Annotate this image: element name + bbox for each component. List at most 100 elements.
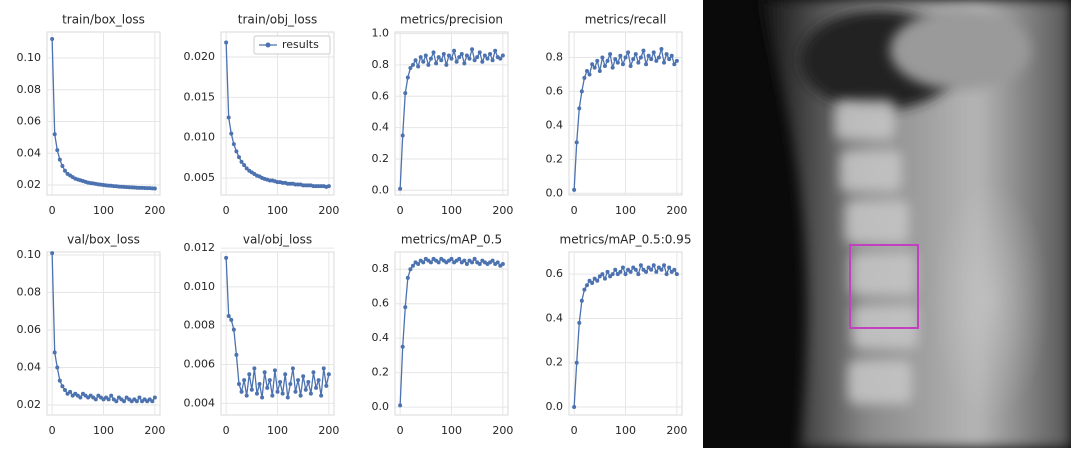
y-tick-label: 0.06 bbox=[17, 115, 42, 128]
data-point bbox=[324, 383, 329, 388]
x-tick-label: 200 bbox=[666, 204, 687, 217]
data-point bbox=[582, 287, 587, 292]
y-tick-label: 0.2 bbox=[546, 356, 564, 369]
data-point bbox=[659, 267, 664, 272]
data-point bbox=[423, 53, 428, 58]
data-point bbox=[405, 275, 410, 280]
data-point bbox=[595, 58, 600, 63]
x-tick-label: 200 bbox=[492, 424, 513, 437]
data-point bbox=[574, 360, 579, 365]
data-point bbox=[236, 381, 241, 386]
x-tick-label: 200 bbox=[144, 204, 165, 217]
data-point bbox=[403, 91, 408, 96]
data-point bbox=[500, 53, 505, 58]
data-point bbox=[644, 269, 649, 274]
data-point bbox=[610, 65, 615, 70]
data-point bbox=[229, 131, 234, 136]
data-point bbox=[152, 186, 157, 191]
x-tick-label: 100 bbox=[93, 424, 114, 437]
data-point bbox=[472, 256, 477, 261]
y-tick-label: 0.6 bbox=[546, 267, 564, 280]
data-point bbox=[464, 262, 469, 267]
data-point bbox=[326, 372, 331, 377]
data-point bbox=[296, 378, 301, 383]
data-point bbox=[426, 62, 431, 67]
data-point bbox=[272, 368, 277, 373]
data-point bbox=[265, 385, 270, 390]
data-point bbox=[224, 40, 229, 45]
y-tick-label: 0.010 bbox=[184, 280, 216, 293]
y-tick-label: 0.0 bbox=[372, 183, 390, 196]
data-point bbox=[623, 55, 628, 60]
data-point bbox=[236, 155, 241, 160]
data-point bbox=[410, 62, 415, 67]
data-point bbox=[485, 56, 490, 61]
y-tick-label: 0.8 bbox=[372, 58, 390, 71]
data-point bbox=[572, 187, 577, 192]
y-tick-label: 0.02 bbox=[17, 178, 42, 191]
data-point bbox=[618, 269, 623, 274]
x-tick-label: 100 bbox=[441, 424, 462, 437]
data-point bbox=[454, 59, 459, 64]
data-point bbox=[628, 269, 633, 274]
data-point bbox=[290, 366, 295, 371]
x-tick-label: 0 bbox=[49, 204, 56, 217]
subplot: metrics/mAP_0.5 0.0 0.2 0.4 0.6 0.8 0 100 200 bbox=[372, 233, 514, 438]
subplot: train/box_loss 0.02 0.04 0.06 0.08 0.10 0 100 20… bbox=[17, 13, 166, 218]
data-point bbox=[150, 399, 155, 404]
data-point bbox=[398, 186, 403, 191]
data-point bbox=[62, 388, 67, 393]
x-tick-label: 100 bbox=[441, 204, 462, 217]
data-point bbox=[644, 62, 649, 67]
data-point bbox=[664, 52, 669, 57]
data-point bbox=[579, 89, 584, 94]
chart-title: metrics/recall bbox=[585, 13, 667, 27]
data-point bbox=[408, 267, 413, 272]
data-point bbox=[231, 327, 236, 332]
data-point bbox=[620, 62, 625, 67]
data-point bbox=[434, 61, 439, 66]
data-point bbox=[270, 393, 275, 398]
data-point bbox=[57, 378, 62, 383]
data-point bbox=[633, 267, 638, 272]
y-tick-label: 0.004 bbox=[184, 396, 216, 409]
data-point bbox=[618, 53, 623, 58]
data-point bbox=[662, 263, 667, 268]
data-point bbox=[602, 276, 607, 281]
chart-title: metrics/mAP_0.5 bbox=[401, 233, 502, 247]
y-tick-label: 0.04 bbox=[17, 146, 42, 159]
data-point bbox=[441, 51, 446, 56]
chart-title: metrics/precision bbox=[400, 13, 503, 27]
y-tick-label: 0.0 bbox=[546, 400, 564, 413]
data-point bbox=[226, 115, 231, 120]
data-point bbox=[633, 52, 638, 57]
data-point bbox=[247, 372, 252, 377]
data-point bbox=[436, 260, 441, 265]
data-point bbox=[418, 55, 423, 60]
subplot: metrics/precision 0.0 0.2 0.4 0.6 0.8 1.0 0 100 2… bbox=[372, 13, 514, 218]
data-point bbox=[608, 52, 613, 57]
data-point bbox=[62, 168, 67, 173]
data-point bbox=[319, 393, 324, 398]
data-point bbox=[662, 60, 667, 65]
y-tick-label: 0.0 bbox=[546, 186, 564, 199]
data-point bbox=[114, 399, 119, 404]
data-point bbox=[234, 149, 239, 154]
data-point bbox=[579, 298, 584, 303]
y-tick-label: 1.0 bbox=[372, 27, 390, 40]
x-tick-label: 100 bbox=[267, 204, 288, 217]
y-tick-label: 0.008 bbox=[184, 319, 216, 332]
legend-marker bbox=[265, 42, 271, 48]
data-point bbox=[636, 272, 641, 277]
data-point bbox=[613, 267, 618, 272]
x-tick-label: 100 bbox=[267, 424, 288, 437]
y-tick-label: 0.006 bbox=[184, 358, 216, 371]
data-point bbox=[226, 314, 231, 319]
subplot: metrics/recall 0.0 0.2 0.4 0.6 0.8 0 100 200 bbox=[546, 13, 688, 218]
data-point bbox=[254, 391, 259, 396]
data-point bbox=[134, 399, 139, 404]
data-point bbox=[631, 57, 636, 62]
data-point bbox=[654, 269, 659, 274]
data-point bbox=[659, 46, 664, 51]
data-point bbox=[626, 50, 631, 55]
